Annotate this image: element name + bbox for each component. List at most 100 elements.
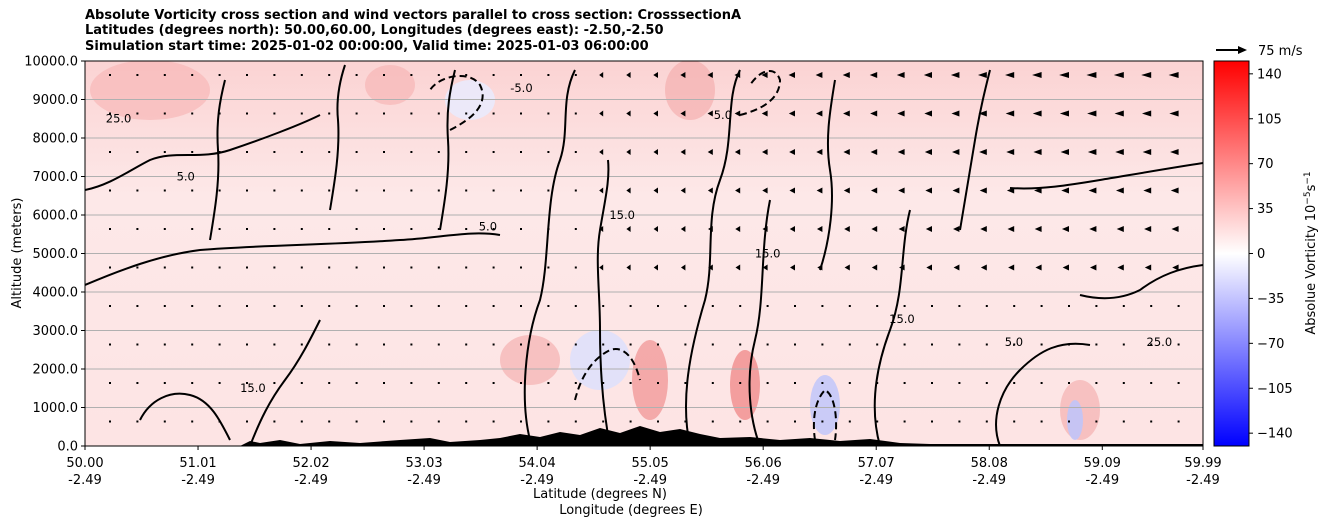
wind-arrow (843, 110, 850, 117)
wind-arrow (762, 264, 768, 271)
y-tick-label: 10000.0 (24, 55, 78, 70)
contour-line (748, 199, 771, 446)
wind-arrow (328, 112, 331, 115)
x-tick-label-lat: 54.04 (519, 456, 556, 471)
x-tick-label-lat: 59.09 (1084, 456, 1121, 471)
x-tick-label-lon: -2.49 (746, 473, 780, 488)
wind-arrow (109, 420, 111, 423)
contour-label: 15.0 (755, 246, 781, 260)
wind-arrow (1061, 187, 1069, 194)
colorbar-tick-label: 140 (1257, 67, 1282, 82)
wind-arrow (1095, 343, 1098, 346)
wind-arrow (191, 343, 194, 346)
wind-arrow (355, 305, 358, 307)
wind-arrow (958, 420, 961, 423)
wind-arrow (788, 72, 795, 78)
wind-arrow (574, 420, 577, 423)
wind-arrow (602, 382, 605, 384)
wind-arrow (492, 266, 495, 269)
wind-arrow (273, 74, 276, 76)
wind-arrow (653, 187, 658, 194)
wind-arrow (876, 343, 879, 346)
wind-arrow (711, 420, 714, 423)
wind-arrow (410, 189, 413, 192)
wind-arrow (218, 151, 221, 153)
wind-arrow (680, 226, 686, 232)
wind-arrow (355, 228, 358, 230)
wind-arrow (383, 382, 385, 384)
wind-arrow (163, 420, 166, 423)
wind-arrow (626, 187, 631, 194)
wind-arrow (383, 343, 385, 346)
colorbar-tick-label: 35 (1257, 202, 1274, 217)
wind-arrow (1040, 343, 1043, 346)
wind-arrow (708, 226, 713, 232)
wind-arrow (931, 343, 933, 346)
wind-arrow (876, 382, 879, 384)
wind-arrow (848, 382, 851, 384)
wind-arrow (766, 343, 769, 346)
wind-arrow (109, 382, 111, 384)
wind-arrow (790, 264, 795, 271)
contour-line (85, 232, 501, 286)
wind-arrow (626, 264, 631, 271)
wind-arrow (218, 420, 221, 423)
wind-arrow (410, 266, 413, 269)
wind-arrow (520, 420, 522, 423)
wind-arrow (191, 228, 194, 230)
wind-arrow (136, 266, 139, 269)
wind-arrow (191, 382, 194, 384)
wind-arrow (739, 305, 742, 307)
wind-arrow (735, 226, 741, 232)
wind-arrow (191, 266, 194, 269)
chart-title-line-1: Absolute Vorticity cross section and win… (85, 8, 742, 23)
wind-arrow (980, 226, 987, 232)
wind-arrow (547, 151, 550, 153)
wind-arrow (574, 382, 577, 384)
wind-arrow (735, 187, 741, 194)
wind-arrow (821, 420, 824, 423)
contour-label: 25.0 (106, 112, 132, 126)
wind-arrow (1117, 264, 1124, 271)
wind-arrow (629, 420, 632, 423)
wind-arrow (843, 149, 850, 155)
wind-arrow (520, 266, 522, 269)
wind-arrow (355, 266, 358, 269)
wind-arrow (931, 305, 933, 307)
wind-arrow (355, 420, 358, 423)
wind-arrow (437, 228, 440, 230)
wind-arrow (1040, 420, 1043, 423)
terrain-silhouette (85, 426, 1203, 446)
wind-arrow (273, 112, 276, 115)
wind-arrow (707, 149, 713, 155)
wind-arrow (163, 343, 166, 346)
wind-arrow (383, 266, 385, 269)
wind-arrow (816, 149, 823, 155)
wind-arrow (300, 74, 303, 76)
wind-arrow (821, 343, 824, 346)
wind-arrow (383, 151, 385, 153)
wind-arrow (547, 305, 550, 307)
wind-arrow (985, 343, 988, 346)
wind-arrow (1013, 343, 1016, 346)
wind-arrow (1177, 382, 1180, 384)
wind-arrow (1144, 264, 1152, 271)
wind-arrow (1177, 305, 1180, 307)
wind-arrow (437, 112, 440, 115)
wind-arrow (903, 305, 906, 307)
contour-label: 5.0 (177, 169, 195, 183)
x-tick-label-lat: 56.06 (745, 456, 782, 471)
wind-arrow (328, 74, 331, 76)
y-tick-label: 9000.0 (33, 93, 79, 108)
x-tick-label-lon: -2.49 (520, 473, 554, 488)
wind-arrow (520, 74, 522, 76)
wind-arrow (273, 151, 276, 153)
wind-arrow (629, 305, 632, 307)
wind-arrow (1142, 149, 1152, 155)
wind-arrow (246, 382, 248, 384)
y-tick-label: 8000.0 (33, 132, 79, 147)
wind-arrow (547, 189, 550, 192)
wind-arrow (680, 110, 686, 117)
wind-arrow (761, 110, 768, 117)
wind-arrow (958, 305, 961, 307)
